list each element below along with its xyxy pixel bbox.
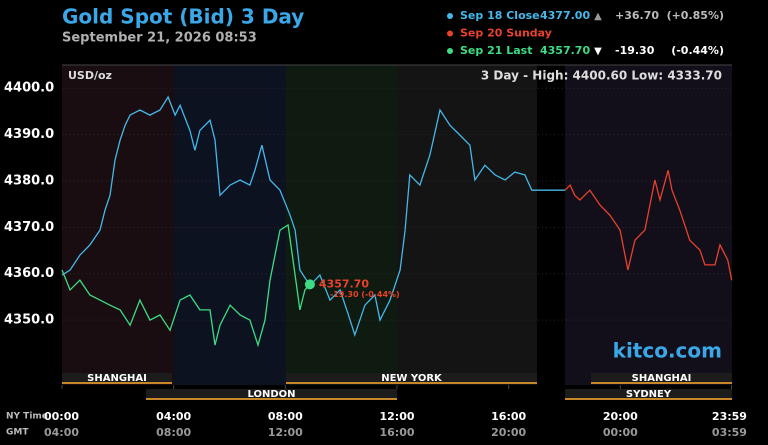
x-tick-label-gmt: 20:00: [491, 426, 526, 439]
legend-marker: [447, 30, 453, 37]
x-tick-label: 16:00: [491, 410, 526, 423]
session-label: LONDON: [247, 389, 295, 400]
session-bar: [286, 373, 537, 383]
legend-pct: (+0.85%): [667, 9, 724, 22]
legend-change: -19.30: [615, 44, 655, 57]
legend-label: Sep 18 Close: [460, 9, 540, 22]
y-tick-label: 4400.0: [4, 81, 54, 96]
x-tick-label-gmt: 00:00: [603, 426, 638, 439]
legend-value: 4377.00: [540, 9, 590, 22]
legend-marker: [447, 48, 453, 54]
x-row-label: NY Time: [6, 412, 48, 422]
last-point: [304, 279, 315, 290]
session-label: SYDNEY: [626, 389, 672, 400]
session-bar: [591, 373, 732, 383]
range-text: 3 Day - High: 4400.60 Low: 4333.70: [481, 69, 722, 83]
session-label: SHANGHAI: [632, 373, 692, 384]
x-tick-label-gmt: 08:00: [156, 426, 191, 439]
legend-marker: [447, 13, 453, 19]
x-tick-label-gmt: 03:59: [712, 426, 747, 439]
y-tick-label: 4390.0: [4, 127, 54, 142]
session-shade: [397, 65, 537, 385]
x-tick-label: 00:00: [44, 410, 79, 423]
x-tick-label-gmt: 04:00: [44, 426, 79, 439]
y-tick-label: 4350.0: [4, 313, 54, 328]
y-tick-label: 4380.0: [4, 173, 54, 188]
session-shade: [174, 65, 286, 385]
series-line: [564, 170, 733, 281]
y-tick-label: 4370.0: [4, 220, 54, 235]
x-tick-label: 08:00: [268, 410, 303, 423]
session-label: NEW YORK: [381, 373, 443, 384]
legend-pct: (-0.44%): [671, 44, 724, 57]
last-label: 4357.70: [319, 277, 369, 290]
chart-subtitle: September 21, 2026 08:53: [62, 31, 257, 46]
session-bar: [62, 373, 172, 383]
legend-label: Sep 20 Sunday: [460, 27, 552, 40]
chart-title: Gold Spot (Bid) 3 Day: [62, 5, 304, 29]
session-label: SHANGHAI: [87, 373, 147, 384]
series-line: [61, 223, 311, 348]
x-tick-label-gmt: 16:00: [379, 426, 414, 439]
legend-arrow: ▲: [594, 11, 602, 22]
legend-label: Sep 21 Last: [460, 44, 532, 57]
watermark: kitco.com: [613, 339, 722, 363]
legend-change: +36.70: [615, 9, 659, 22]
x-tick-label-gmt: 12:00: [268, 426, 303, 439]
session-bar: [146, 389, 397, 399]
session-shade: [565, 65, 732, 385]
last-change: -19.30 (-0.44%): [330, 290, 400, 299]
x-tick-label: 23:59: [712, 410, 747, 423]
legend-value: 4357.70: [540, 44, 590, 57]
y-tick-label: 4360.0: [4, 266, 54, 281]
unit-label: USD/oz: [68, 69, 112, 82]
x-tick-label: 04:00: [156, 410, 191, 423]
session-shade: [62, 65, 174, 385]
x-row-label: GMT: [6, 428, 29, 438]
session-bar: [565, 389, 732, 399]
legend-arrow: ▼: [594, 46, 602, 57]
x-tick-label: 12:00: [379, 410, 414, 423]
series-line: [61, 95, 566, 337]
x-tick-label: 20:00: [603, 410, 638, 423]
session-shade: [286, 65, 397, 385]
